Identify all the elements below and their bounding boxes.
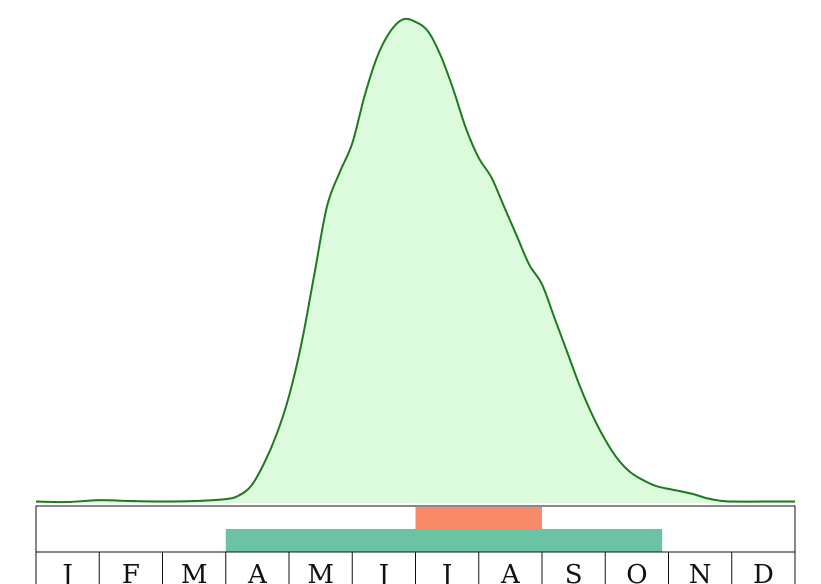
month-label: O: [626, 560, 647, 584]
month-label: J: [59, 560, 72, 584]
density-line: [35, 17, 795, 504]
density-area: [36, 18, 795, 503]
month-label: A: [500, 560, 521, 584]
range-bars-layer: [225, 507, 663, 552]
month-label: A: [247, 560, 268, 584]
month-label: M: [307, 560, 334, 584]
density-area-layer: [35, 17, 795, 504]
month-label: M: [181, 560, 208, 584]
month-label: D: [753, 560, 774, 584]
month-label: S: [565, 560, 583, 584]
range-bar-1: [415, 507, 542, 529]
month-label: J: [376, 560, 389, 584]
month-label: J: [439, 560, 452, 584]
range-bar-2: [225, 529, 663, 552]
month-label: F: [122, 560, 140, 584]
month-label: N: [689, 560, 712, 584]
